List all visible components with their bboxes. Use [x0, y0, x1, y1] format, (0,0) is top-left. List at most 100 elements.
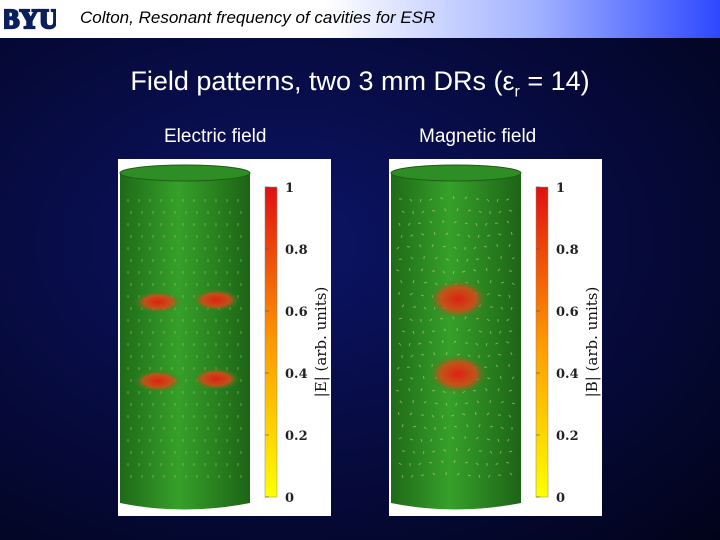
field-arrow — [410, 256, 414, 260]
field-arrow — [409, 438, 413, 441]
field-arrow — [423, 281, 428, 284]
field-arrow — [453, 246, 457, 250]
field-arrow — [400, 280, 403, 284]
field-arrow — [433, 352, 436, 356]
field-arrow — [418, 364, 422, 368]
field-arrow — [489, 450, 493, 454]
byu-logo: BYU BYU — [4, 3, 56, 33]
field-arrow — [508, 244, 511, 248]
field-arrow — [508, 294, 511, 298]
colorbar-tick-label: 1 — [285, 181, 294, 196]
cylinder-top — [119, 164, 251, 182]
field-arrow — [506, 341, 510, 344]
field-arrow — [422, 330, 425, 334]
field-arrow — [495, 342, 499, 345]
field-arrow — [441, 339, 444, 344]
field-arrow — [511, 376, 515, 380]
field-arrow — [454, 402, 458, 406]
colorbar-ticks: 1 0.8 0.6 0.4 0.2 0 — [265, 181, 308, 506]
field-arrow — [431, 389, 436, 392]
field-arrow — [408, 388, 411, 392]
title-main: Field patterns, two 3 mm DRs ( — [130, 66, 503, 96]
field-arrow — [442, 270, 446, 274]
field-arrow — [421, 233, 425, 236]
field-arrow — [456, 258, 459, 262]
field-arrow — [422, 450, 425, 455]
colorbar-tick-label: 0.2 — [556, 429, 579, 444]
field-arrow — [497, 353, 502, 356]
field-arrow — [396, 269, 400, 272]
field-arrow — [409, 412, 413, 416]
field-arrow — [412, 280, 415, 284]
field-arrow — [496, 198, 499, 203]
field-arrow — [506, 318, 510, 322]
field-arrow — [467, 328, 471, 332]
field-arrow — [506, 220, 510, 224]
field-arrow — [443, 449, 447, 452]
field-arrow — [429, 220, 433, 224]
field-arrow — [511, 282, 515, 286]
field-arrow — [487, 234, 491, 237]
field-arrow — [441, 414, 444, 419]
field-arrow — [499, 450, 502, 455]
field-arrow — [434, 282, 438, 286]
colorbar-tick-label: 0.4 — [285, 367, 308, 382]
field-arrow — [466, 258, 469, 262]
field-arrow — [509, 472, 513, 476]
field-arrow — [487, 354, 491, 358]
field-arrow — [508, 209, 513, 212]
epsilon-symbol: ε — [502, 66, 515, 96]
field-arrow — [410, 474, 414, 478]
colorbar-tick-label: 0.6 — [285, 305, 308, 320]
field-arrow — [452, 270, 455, 275]
field-arrow — [444, 208, 447, 212]
cylinder-top — [390, 164, 522, 182]
field-arrow — [445, 402, 448, 406]
colorbar-tick-label: 0.8 — [556, 243, 579, 258]
field-arrow — [398, 462, 402, 466]
field-arrow — [441, 460, 444, 464]
field-arrow — [421, 210, 425, 214]
field-arrow — [434, 256, 438, 260]
field-arrow — [432, 472, 436, 476]
field-arrow — [489, 330, 492, 334]
field-arrow — [397, 411, 400, 416]
field-arrow — [451, 414, 455, 417]
field-arrow — [395, 389, 400, 392]
field-arrow — [478, 474, 481, 479]
hotspot — [192, 368, 240, 390]
slide-title: Field patterns, two 3 mm DRs (εr = 14) — [0, 66, 720, 101]
field-arrow — [434, 402, 438, 405]
field-arrow — [486, 318, 490, 322]
colorbar-tick-label: 0.6 — [556, 305, 579, 320]
cylinder-body — [391, 166, 521, 510]
field-arrow — [474, 411, 477, 416]
hotspot — [428, 279, 488, 319]
field-arrow — [453, 460, 456, 464]
field-arrow — [400, 234, 403, 239]
hotspot — [428, 354, 488, 394]
field-arrow — [412, 450, 416, 454]
field-arrow — [497, 438, 500, 443]
field-arrow — [485, 342, 488, 347]
field-arrow — [453, 220, 457, 224]
field-arrow — [477, 234, 480, 239]
hotspot — [134, 291, 182, 313]
field-arrow — [432, 450, 436, 453]
field-arrow — [475, 222, 478, 226]
field-arrow — [429, 198, 433, 201]
field-arrow — [410, 354, 414, 358]
electric-field-label: Electric field — [164, 126, 267, 147]
colorbar-axis-label: |B| (arb. units) — [583, 287, 601, 398]
field-arrow — [473, 269, 477, 272]
field-arrow — [462, 413, 466, 416]
title-end: = 14) — [519, 66, 590, 96]
field-arrow — [505, 461, 510, 464]
field-arrow — [401, 474, 404, 478]
field-arrow — [398, 342, 402, 346]
field-arrow — [408, 267, 411, 272]
field-arrow — [412, 330, 415, 334]
field-arrow — [453, 425, 458, 428]
field-arrow — [418, 342, 422, 345]
field-arrow — [500, 426, 504, 430]
